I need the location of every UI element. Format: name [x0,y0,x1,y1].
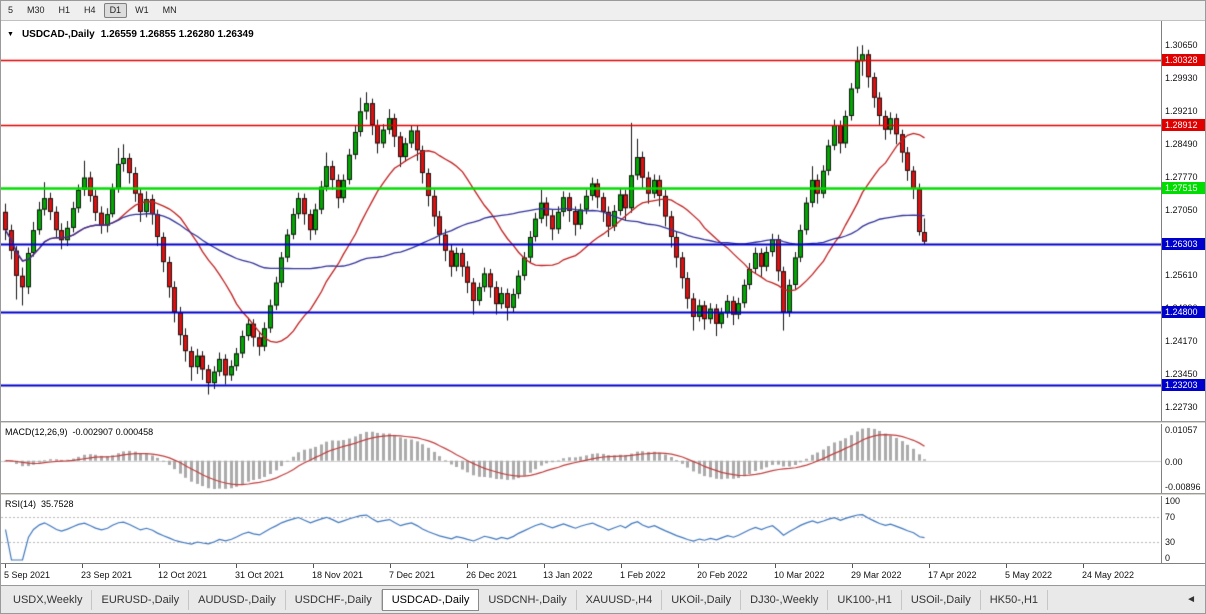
chart-symbol-label: USDCAD-,Daily [21,29,95,40]
date-label: 12 Oct 2021 [158,570,208,580]
price-chart-panel: ▼ USDCAD-,Daily 1.26559 1.26855 1.26280 … [1,21,1163,421]
time-tick [82,564,83,568]
time-tick [5,564,6,568]
price-axis-label: 1.27050 [1165,204,1198,215]
symbol-tab-usdchf-daily[interactable]: USDCHF-,Daily [286,589,382,610]
date-label: 20 Feb 2022 [697,570,748,580]
price-axis-label: 1.28490 [1165,138,1198,149]
timeframe-button-w1[interactable]: W1 [135,5,149,15]
date-label: 29 Mar 2022 [851,570,902,580]
price-level-badge: 1.30328 [1162,53,1205,66]
price-level-badge: 1.28912 [1162,118,1205,131]
timeframe-button-h4[interactable]: H4 [84,5,96,15]
date-label: 26 Dec 2021 [466,570,518,580]
one-click-collapse-icon[interactable]: ▼ [7,31,14,38]
price-axis-label: 1.29210 [1165,105,1198,116]
date-label: 1 Feb 2022 [620,570,666,580]
macd-canvas[interactable] [1,424,1163,493]
price-axis-label: 1.22730 [1165,401,1198,412]
rsi-canvas[interactable] [1,496,1163,563]
scroll-left-icon[interactable]: ◄ [1186,594,1196,605]
price-axis-label: 1.30650 [1165,40,1198,51]
chart-ohlc-values: 1.26559 1.26855 1.26280 1.26349 [100,29,254,40]
date-label: 31 Oct 2021 [235,570,285,580]
rsi-panel: RSI(14) 35.7528 [1,496,1163,563]
rsi-label: RSI(14) [5,499,37,509]
time-tick [929,564,930,568]
timeframe-button-m30[interactable]: M30 [27,5,45,15]
date-label: 5 May 2022 [1005,570,1053,580]
time-axis[interactable]: 5 Sep 2021 23 Sep 2021 12 Oct 2021 31 Oct 2… [1,563,1205,587]
price-chart-canvas[interactable] [1,21,1163,421]
macd-title: MACD(12,26,9) -0.002907 0.000458 [5,427,158,437]
macd-axis-label: 0.01057 [1165,425,1198,435]
time-tick [1006,564,1007,568]
timeframe-button-5[interactable]: 5 [8,5,14,15]
time-tick [621,564,622,568]
timeframe-button-h1[interactable]: H1 [58,5,71,15]
date-label: 10 Mar 2022 [774,570,825,580]
time-tick [159,564,160,568]
time-tick [390,564,391,568]
timeframe-button-d1[interactable]: D1 [103,3,128,18]
price-axis-label: 1.25610 [1165,270,1198,281]
time-tick [467,564,468,568]
macd-label: MACD(12,26,9) [5,427,68,437]
price-level-badge: 1.26303 [1162,237,1205,250]
rsi-axis-label: 0 [1165,553,1171,563]
time-tick [313,564,314,568]
price-level-badge: 1.27515 [1162,182,1205,195]
rsi-axis-label: 70 [1165,512,1176,523]
symbol-tab-usdx-weekly[interactable]: USDX,Weekly [4,589,93,610]
price-axis-label: 1.27770 [1165,171,1198,182]
rsi-title: RSI(14) 35.7528 [5,499,79,509]
date-label: 5 Sep 2021 [4,570,51,580]
price-level-badge: 1.24800 [1162,306,1205,319]
macd-axis-label: -0.00896 [1165,482,1201,492]
time-tick [236,564,237,568]
rsi-panel-splitter[interactable] [1,493,1205,496]
time-tick [1083,564,1084,568]
price-scale[interactable]: 1.30650 1.29930 1.29210 1.28490 1.27770 1.270… [1161,21,1205,563]
date-label: 23 Sep 2021 [81,570,133,580]
price-axis-label: 1.24170 [1165,336,1198,347]
macd-values: -0.002907 0.000458 [72,427,154,437]
symbol-tab-uk100-h1[interactable]: UK100-,H1 [828,589,902,610]
chart-title: ▼ USDCAD-,Daily 1.26559 1.26855 1.26280 … [7,29,254,40]
symbol-tab-usdcad-daily[interactable]: USDCAD-,Daily [381,588,480,611]
price-axis-label: 1.29930 [1165,73,1198,84]
symbol-tab-hk50-h1[interactable]: HK50-,H1 [981,589,1049,610]
date-label: 13 Jan 2022 [543,570,593,580]
symbol-tab-usoil-daily[interactable]: USOil-,Daily [902,589,981,610]
rsi-axis-label: 30 [1165,536,1176,547]
date-label: 7 Dec 2021 [389,570,436,580]
symbol-tab-audusd-daily[interactable]: AUDUSD-,Daily [189,589,286,610]
rsi-axis-label: 100 [1165,496,1181,506]
time-tick [544,564,545,568]
time-tick [775,564,776,568]
macd-axis-label: 0.00 [1165,456,1183,467]
symbol-tab-xauusd-h4[interactable]: XAUUSD-,H4 [577,589,663,610]
timeframe-button-mn[interactable]: MN [162,5,177,15]
date-label: 17 Apr 2022 [928,570,977,580]
date-label: 18 Nov 2021 [312,570,364,580]
symbol-tab-dj30-weekly[interactable]: DJ30-,Weekly [741,589,829,610]
symbol-tabbar: USDX,Weekly EURUSD-,Daily AUDUSD-,Daily USD… [1,585,1205,613]
time-tick [698,564,699,568]
time-tick [852,564,853,568]
timeframe-toolbar: 5 M30 H1 H4 D1 W1 MN [1,1,1205,21]
macd-panel-splitter[interactable] [1,421,1205,424]
symbol-tab-eurusd-daily[interactable]: EURUSD-,Daily [92,589,190,610]
symbol-tab-ukoil-daily[interactable]: UKOil-,Daily [662,589,742,610]
date-label: 24 May 2022 [1082,570,1135,580]
symbol-tab-usdcnh-daily[interactable]: USDCNH-,Daily [479,589,577,610]
macd-panel: MACD(12,26,9) -0.002907 0.000458 [1,424,1163,493]
price-axis-label: 1.23450 [1165,368,1198,379]
price-level-badge: 1.23203 [1162,379,1205,392]
rsi-value: 35.7528 [41,499,74,509]
